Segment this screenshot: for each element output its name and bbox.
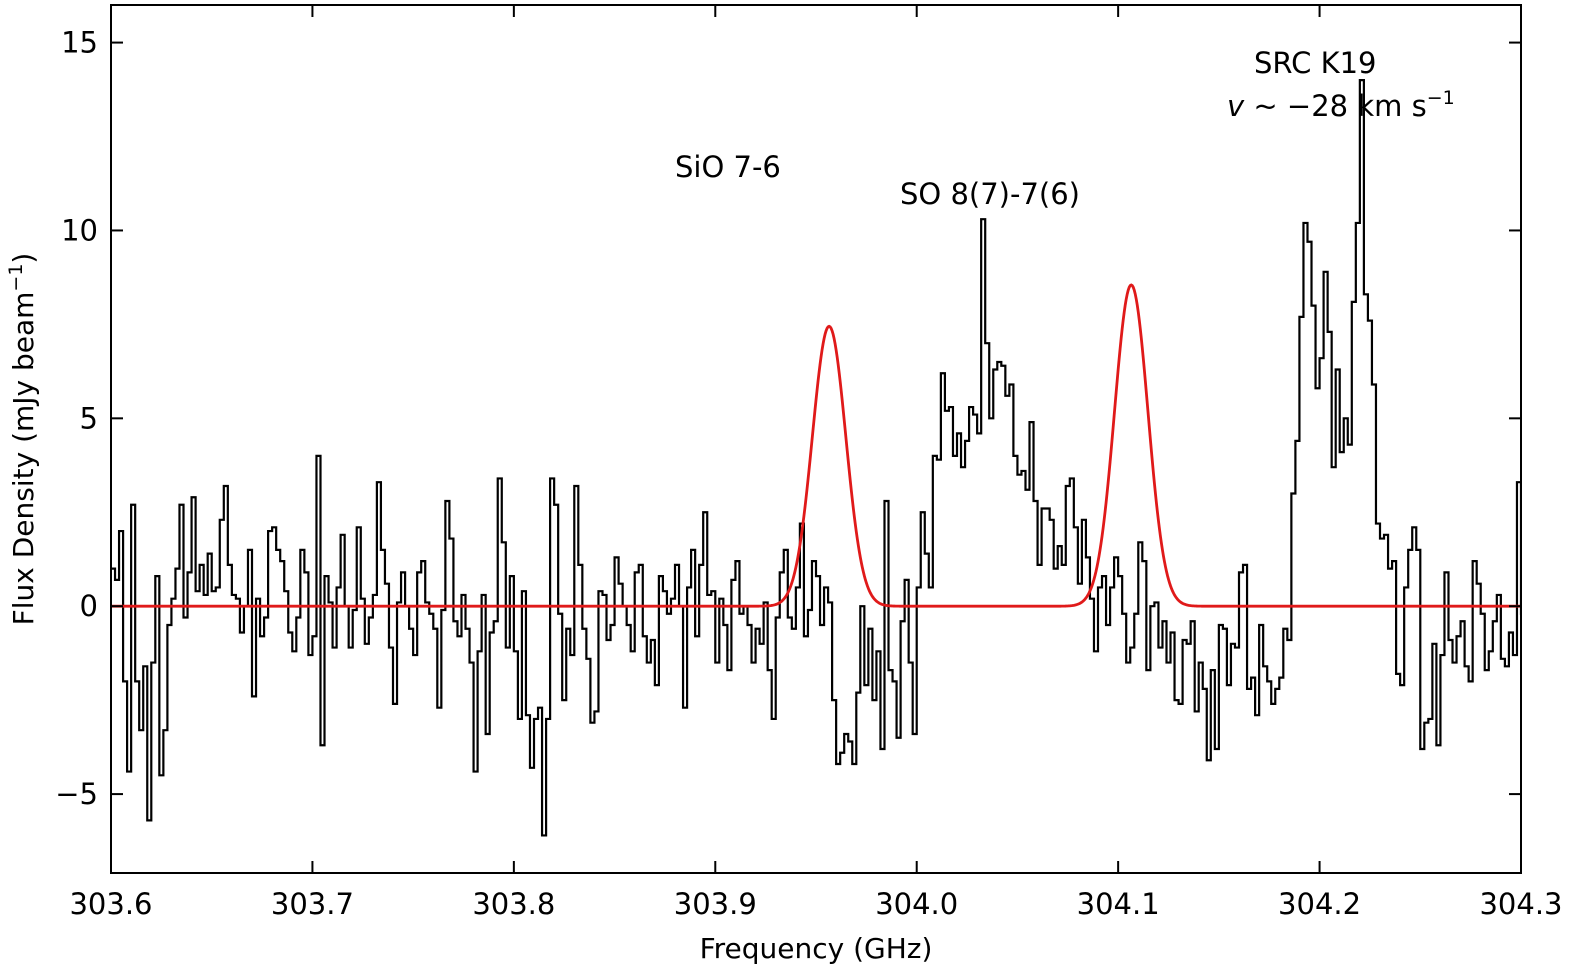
plot-frame (110, 4, 1522, 874)
velocity-superscript: −1 (1427, 87, 1455, 109)
x-tick-label: 304.3 (1479, 887, 1562, 921)
y-tick-label: 10 (61, 213, 98, 247)
y-tick-label: −5 (55, 777, 98, 811)
x-tick-label: 303.9 (674, 887, 757, 921)
x-axis-label: Frequency (GHz) (700, 932, 933, 965)
x-tick-label: 304.1 (1077, 887, 1160, 921)
velocity-symbol: v (1227, 89, 1245, 123)
y-axis-ticks: −5 0 5 10 15 (55, 26, 1521, 811)
x-tick-label: 303.6 (69, 887, 152, 921)
gaussian-fit-line (111, 283, 1521, 608)
annotation-source: SRC K19 (1254, 46, 1377, 80)
x-tick-label: 303.8 (472, 887, 555, 921)
y-axis-label: Flux Density (mJy beam−1) (5, 253, 40, 626)
x-tick-label: 304.0 (875, 887, 958, 921)
y-tick-label: 0 (80, 589, 98, 623)
spectrum-line (111, 79, 1521, 837)
velocity-value: ~ −28 km s (1244, 89, 1427, 123)
y-tick-label: 5 (80, 401, 98, 435)
y-axis-label-close: ) (7, 253, 40, 264)
y-tick-label: 15 (61, 26, 98, 60)
plot-area (110, 4, 1522, 874)
x-axis-ticks: 303.6 303.7 303.8 303.9 304.0 304.1 304.2 304.3 (69, 5, 1563, 921)
annotation-so: SO 8(7)-7(6) (900, 177, 1080, 211)
x-tick-label: 303.7 (271, 887, 354, 921)
data-layer (111, 79, 1521, 837)
annotation-velocity: v ~ −28 km s−1 (1227, 87, 1455, 123)
x-tick-label: 304.2 (1278, 887, 1361, 921)
y-axis-label-text: Flux Density (mJy beam (7, 292, 40, 626)
y-axis-label-superscript: −1 (5, 264, 27, 292)
annotation-sio: SiO 7-6 (675, 150, 781, 184)
